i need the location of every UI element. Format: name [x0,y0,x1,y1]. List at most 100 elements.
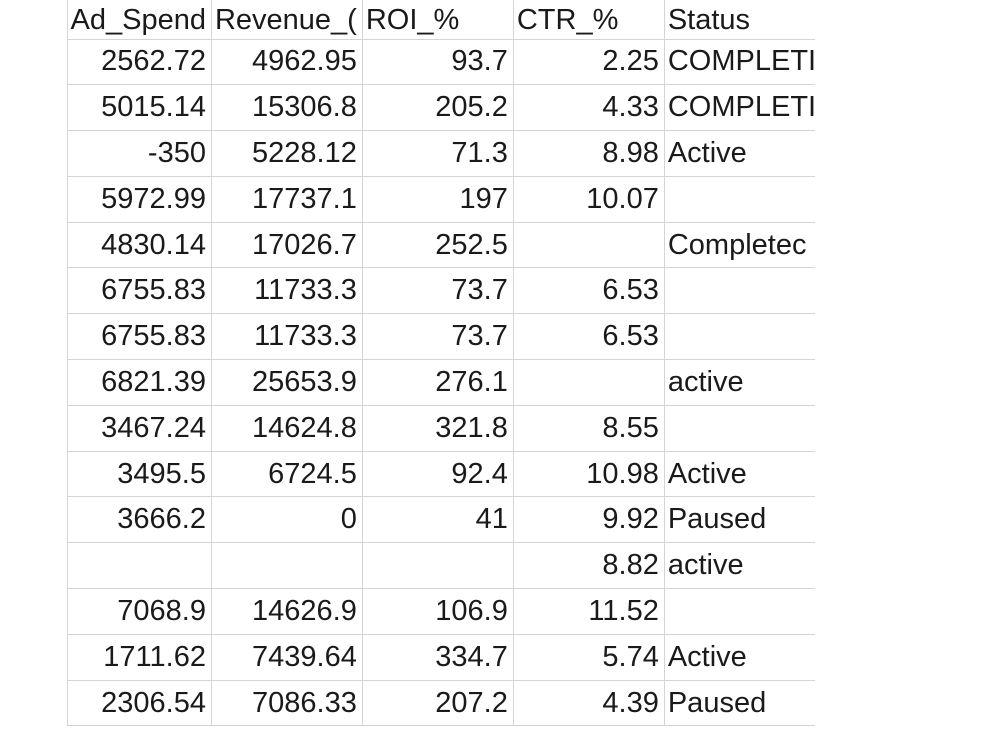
table-cell[interactable]: 4.39 [513,680,665,727]
table-cell[interactable]: 2.25 [513,39,665,86]
table-row: 3495.5 6724.5 92.4 10.98 Active [0,451,823,498]
table-cell[interactable]: 11.52 [513,588,665,635]
table-cell[interactable]: 252.5 [362,222,514,269]
table-row: 6821.39 25653.9 276.1 active [0,359,823,406]
table-row: 1711.62 7439.64 334.7 5.74 Active [0,634,823,681]
table-cell[interactable]: COMPLETI [664,84,823,132]
table-cell[interactable]: 6.53 [513,313,665,361]
table-row: -350 5228.12 71.3 8.98 Active [0,130,823,177]
table-cell[interactable]: Active [664,451,823,498]
table-row: 6755.83 11733.3 73.7 6.53 [0,313,823,361]
table-cell[interactable]: 5.74 [513,634,665,681]
table-cell[interactable]: 106.9 [362,588,514,635]
table-cell[interactable]: 205.2 [362,84,514,132]
table-cell[interactable]: Paused [664,680,823,727]
row-gutter [0,634,68,681]
table-cell[interactable]: 10.07 [513,176,665,223]
empty-sheet-area [815,0,1000,750]
table-cell[interactable]: 71.3 [362,130,514,177]
table-cell[interactable]: 10.98 [513,451,665,498]
table-cell[interactable]: 41 [362,496,514,544]
row-gutter [0,130,68,177]
row-gutter [0,680,68,726]
table-cell[interactable]: 73.7 [362,267,514,315]
table-cell[interactable]: Completec [664,222,823,269]
table-cell[interactable] [664,176,823,223]
table-cell[interactable]: 3467.24 [67,405,212,452]
table-cell[interactable]: 7439.64 [211,634,363,681]
table-cell[interactable]: 6821.39 [67,359,212,406]
table-cell[interactable]: 334.7 [362,634,514,681]
table-cell[interactable] [513,359,665,406]
table-cell[interactable]: 6.53 [513,267,665,315]
table-cell[interactable]: 6755.83 [67,313,212,361]
row-gutter [0,176,68,223]
table-cell[interactable]: 93.7 [362,39,514,86]
table-cell[interactable] [664,313,823,361]
table-cell[interactable] [664,588,823,635]
column-header-cell[interactable]: Revenue_( [211,0,363,40]
row-gutter [0,313,68,360]
table-cell[interactable]: 4962.95 [211,39,363,86]
table-cell[interactable] [664,267,823,315]
table-cell[interactable]: Active [664,634,823,681]
table-cell[interactable]: 7068.9 [67,588,212,635]
table-cell[interactable] [513,222,665,269]
table-cell[interactable]: 1711.62 [67,634,212,681]
table-cell[interactable] [362,542,514,590]
table-cell[interactable]: COMPLETI [664,39,823,86]
table-cell[interactable]: 11733.3 [211,313,363,361]
table-cell[interactable]: 5228.12 [211,130,363,177]
table-cell[interactable]: 3495.5 [67,451,212,498]
table-cell[interactable]: 92.4 [362,451,514,498]
table-cell[interactable]: 25653.9 [211,359,363,406]
row-gutter [0,267,68,314]
table-cell[interactable] [67,542,212,590]
table-cell[interactable]: 4.33 [513,84,665,132]
table-row: 6755.83 11733.3 73.7 6.53 [0,267,823,315]
table-cell[interactable]: 276.1 [362,359,514,406]
table-cell[interactable]: 17026.7 [211,222,363,269]
table-cell[interactable]: 6724.5 [211,451,363,498]
table-row: 5015.14 15306.8 205.2 4.33 COMPLETI [0,84,823,132]
table-cell[interactable]: 15306.8 [211,84,363,132]
row-gutter [0,0,68,39]
table-row: 2306.54 7086.33 207.2 4.39 Paused [0,680,823,727]
table-cell[interactable]: 7086.33 [211,680,363,727]
table-cell[interactable]: 8.55 [513,405,665,452]
column-header-cell[interactable]: Status [664,0,823,40]
table-cell[interactable]: 8.82 [513,542,665,590]
table-cell[interactable]: 17737.1 [211,176,363,223]
table-cell[interactable]: 14624.8 [211,405,363,452]
table-cell[interactable]: 5972.99 [67,176,212,223]
table-cell[interactable]: active [664,359,823,406]
row-gutter [0,496,68,543]
table-cell[interactable]: Paused [664,496,823,544]
column-header-cell[interactable]: ROI_% [362,0,514,40]
table-cell[interactable]: 2562.72 [67,39,212,86]
table-cell[interactable]: 197 [362,176,514,223]
row-gutter [0,84,68,131]
table-cell[interactable] [664,405,823,452]
table-cell[interactable]: 8.98 [513,130,665,177]
table-cell[interactable]: Active [664,130,823,177]
column-header-cell[interactable]: Ad_Spend [67,0,212,40]
column-header-cell[interactable]: CTR_% [513,0,665,40]
table-cell[interactable]: active [664,542,823,590]
table-cell[interactable]: 11733.3 [211,267,363,315]
table-cell[interactable]: 207.2 [362,680,514,727]
table-cell[interactable]: 321.8 [362,405,514,452]
table-cell[interactable]: 2306.54 [67,680,212,727]
table-cell[interactable]: 3666.2 [67,496,212,544]
table-cell[interactable]: 14626.9 [211,588,363,635]
table-cell[interactable]: 73.7 [362,313,514,361]
table-cell[interactable]: 0 [211,496,363,544]
table-cell[interactable]: 5015.14 [67,84,212,132]
row-gutter [0,359,68,406]
table-row: 4830.14 17026.7 252.5 Completec [0,222,823,269]
table-cell[interactable]: -350 [67,130,212,177]
table-cell[interactable] [211,542,363,590]
table-cell[interactable]: 9.92 [513,496,665,544]
table-cell[interactable]: 4830.14 [67,222,212,269]
table-cell[interactable]: 6755.83 [67,267,212,315]
